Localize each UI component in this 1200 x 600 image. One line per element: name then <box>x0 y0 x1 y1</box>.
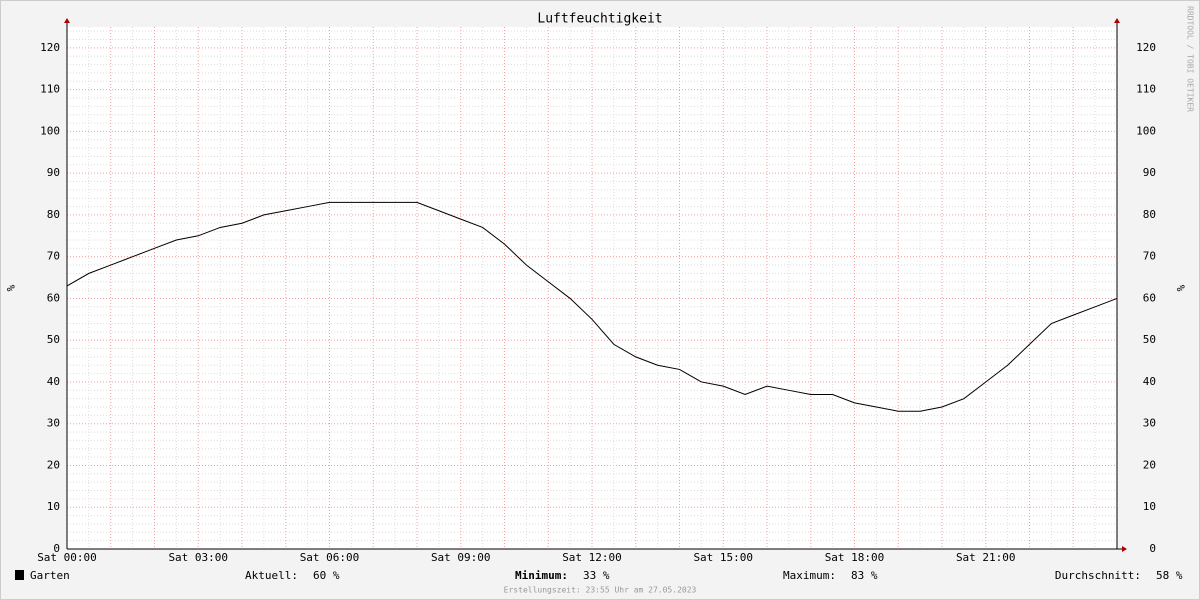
y-tick-label: 80 <box>47 208 60 221</box>
x-tick-label: Sat 09:00 <box>431 551 491 564</box>
x-tick-label: Sat 00:00 <box>37 551 97 564</box>
y-tick-label-right: 20 <box>1143 458 1156 471</box>
y-tick-label-right: 90 <box>1143 166 1156 179</box>
y-tick-label: 110 <box>40 83 60 96</box>
stat-label: Durchschnitt: <box>1055 569 1141 582</box>
y-tick-label-right: 40 <box>1143 375 1156 388</box>
y-tick-label: 90 <box>47 166 60 179</box>
x-tick-label: Sat 15:00 <box>693 551 753 564</box>
axis-arrow <box>64 18 70 23</box>
x-tick-label: Sat 21:00 <box>956 551 1016 564</box>
y-tick-label: 100 <box>40 124 60 137</box>
y-tick-label-right: 0 <box>1149 542 1156 555</box>
x-tick-label: Sat 12:00 <box>562 551 622 564</box>
y-tick-label: 10 <box>47 500 60 513</box>
y-tick-label-right: 110 <box>1136 83 1156 96</box>
y-axis-label: % <box>4 285 17 292</box>
footer: Erstellungszeit: 23:55 Uhr am 27.05.2023 <box>504 586 697 595</box>
axis-arrow <box>1122 546 1127 552</box>
y-tick-label: 120 <box>40 41 60 54</box>
stat-label: Minimum: <box>515 569 568 582</box>
y-tick-label: 30 <box>47 417 60 430</box>
y-tick-label: 0 <box>53 542 60 555</box>
stat-label: Maximum: <box>783 569 836 582</box>
y-tick-label-right: 120 <box>1136 41 1156 54</box>
y-tick-label-right: 80 <box>1143 208 1156 221</box>
x-tick-label: Sat 03:00 <box>168 551 228 564</box>
data-line <box>66 201 1118 412</box>
y-tick-label-right: 70 <box>1143 250 1156 263</box>
y-tick-label-right: 50 <box>1143 333 1156 346</box>
y-tick-label-right: 60 <box>1143 291 1156 304</box>
y-tick-label: 40 <box>47 375 60 388</box>
stat-value: 58 % <box>1156 569 1183 582</box>
legend-swatch <box>15 570 24 580</box>
y-tick-label-right: 100 <box>1136 124 1156 137</box>
marks <box>66 201 1118 412</box>
y-tick-label: 70 <box>47 250 60 263</box>
y-tick-label-right: 30 <box>1143 417 1156 430</box>
y-tick-label: 20 <box>47 458 60 471</box>
legend-label: Garten <box>30 569 70 582</box>
x-tick-label: Sat 18:00 <box>825 551 885 564</box>
x-tick-label: Sat 06:00 <box>300 551 360 564</box>
y-tick-label: 50 <box>47 333 60 346</box>
stat-value: 33 % <box>583 569 610 582</box>
y-tick-label-right: 10 <box>1143 500 1156 513</box>
stat-value: 60 % <box>313 569 340 582</box>
stat-label: Aktuell: <box>245 569 298 582</box>
chart-title: Luftfeuchtigkeit <box>537 12 662 27</box>
grid <box>67 27 1117 549</box>
y-axis-label-right: % <box>1174 285 1187 292</box>
stat-value: 83 % <box>851 569 878 582</box>
y-tick-label: 60 <box>47 291 60 304</box>
watermark: RRDTOOL / TOBI OETIKER <box>1186 6 1195 112</box>
axis-arrow <box>1114 18 1120 23</box>
